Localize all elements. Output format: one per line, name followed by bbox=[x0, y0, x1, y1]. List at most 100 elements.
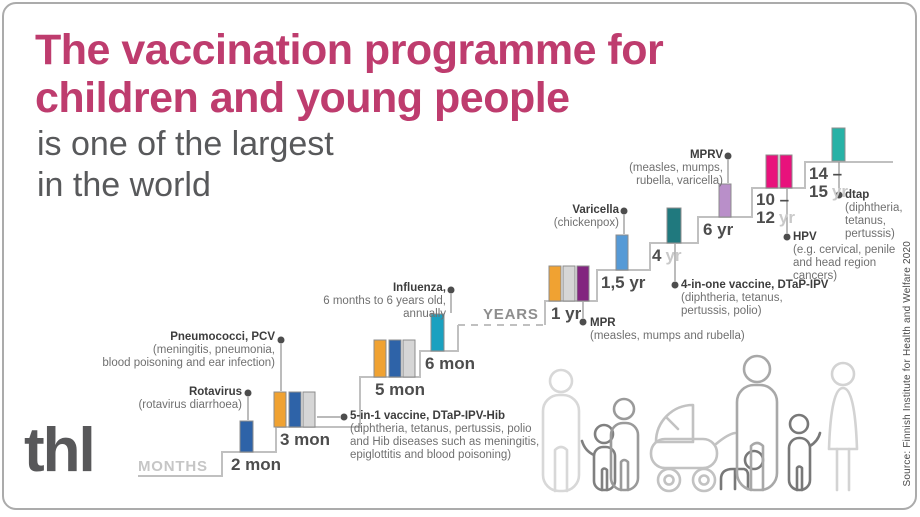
bar-14-15yr-dtap bbox=[831, 127, 846, 162]
step-label-6mon: 6 mon bbox=[425, 354, 476, 373]
vaccine-name: HPV bbox=[793, 231, 817, 243]
annotation-four-in-one: 4-in-one vaccine, DTaP-IPV (diphtheria, … bbox=[681, 279, 861, 318]
step-label-10-12yr: 10 – 12 yr bbox=[756, 191, 795, 227]
dot-mprv bbox=[724, 152, 732, 160]
vaccine-name: MPRV bbox=[689, 149, 723, 161]
annotation-rotavirus: Rotavirus (rotavirus diarrhoea) bbox=[92, 386, 242, 412]
vaccine-detail: (meningitis, pneumonia, blood poisoning … bbox=[102, 344, 275, 369]
infographic-card bbox=[2, 2, 917, 510]
annotation-pneumococci: Pneumococci, PCV (meningitis, pneumonia,… bbox=[65, 331, 275, 370]
step-label-6yr: 6 yr bbox=[703, 220, 734, 239]
bar-5mon-pcv bbox=[373, 339, 387, 378]
subtitle-line-2: in the world bbox=[37, 166, 211, 204]
adult-figure-2 bbox=[735, 354, 779, 492]
vaccine-name: MPR bbox=[590, 317, 616, 329]
step-label-5mon: 5 mon bbox=[375, 380, 426, 399]
step-label-14-15yr: 14 – 15 yr bbox=[809, 165, 848, 201]
title-line-2: children and young people bbox=[35, 74, 570, 122]
bar-1-5yr-varicella bbox=[615, 234, 629, 271]
vaccine-detail: (diphtheria, tetanus, pertussis, polio a… bbox=[350, 423, 540, 461]
dot-hpv bbox=[783, 233, 791, 241]
bar-5mon-rotavirus bbox=[388, 339, 402, 378]
vaccine-name: 5-in-1 vaccine, DTaP-IPV-Hib bbox=[350, 410, 506, 422]
source-note: Source: Finnish Institute for Health and… bbox=[902, 241, 913, 487]
annotation-hpv: HPV (e.g. cervical, penile and head regi… bbox=[793, 231, 913, 283]
bar-1yr-pcv bbox=[548, 265, 562, 302]
bar-3mon-pcv bbox=[273, 391, 287, 428]
step-label-1yr: 1 yr bbox=[551, 304, 582, 323]
adult-figure-3 bbox=[827, 361, 859, 492]
dot-five-in-one bbox=[340, 413, 348, 421]
step-label-14-15yr-number: 15 bbox=[809, 182, 828, 201]
dot-mpr bbox=[579, 318, 587, 326]
dot-dtap bbox=[835, 191, 843, 199]
vaccine-name: Pneumococci, PCV bbox=[170, 331, 275, 343]
vaccine-name: dtap bbox=[845, 189, 870, 201]
step-label-2mon: 2 mon bbox=[231, 455, 282, 474]
step-label-1-5yr: 1,5 yr bbox=[601, 273, 646, 292]
dot-varicella bbox=[620, 207, 628, 215]
bar-3mon-rotavirus bbox=[288, 391, 302, 428]
pram-icon bbox=[649, 403, 737, 493]
adult-figure-1 bbox=[541, 368, 581, 493]
bar-6yr-mprv bbox=[718, 183, 732, 218]
bar-2mon-rotavirus bbox=[239, 420, 254, 453]
vaccine-detail: (diphtheria, tetanus, pertussis) bbox=[845, 202, 903, 240]
annotation-varicella: Varicella (chickenpox) bbox=[509, 204, 619, 230]
bar-5mon-five-in-one bbox=[402, 339, 416, 378]
vaccine-detail: (rotavirus diarrhoea) bbox=[138, 399, 242, 411]
vaccine-detail: (e.g. cervical, penile and head region c… bbox=[793, 244, 896, 282]
bar-10-12yr-hpv-1 bbox=[765, 154, 779, 189]
annotation-mpr: MPR (measles, mumps and rubella) bbox=[590, 317, 760, 343]
child-figure-2 bbox=[609, 397, 640, 492]
bar-1yr-gray bbox=[562, 265, 576, 302]
vaccine-detail: (diphtheria, tetanus, pertussis, polio) bbox=[681, 292, 783, 317]
dot-pneumococci bbox=[277, 336, 285, 344]
vaccine-name: 4-in-one vaccine, DTaP-IPV bbox=[681, 279, 829, 291]
step-label-3mon: 3 mon bbox=[280, 430, 331, 449]
vaccine-name: Varicella bbox=[572, 204, 619, 216]
step-label-10-12yr-unit: yr bbox=[778, 208, 795, 227]
vaccine-detail: 6 months to 6 years old, annually bbox=[323, 295, 446, 320]
vaccine-bars bbox=[239, 127, 846, 453]
child-figure-3 bbox=[787, 413, 822, 492]
page-subtitle: is one of the largest in the world bbox=[37, 124, 334, 206]
bar-6mon-influenza bbox=[430, 313, 445, 352]
bar-1yr-mpr bbox=[576, 265, 590, 302]
annotation-mprv: MPRV (measles, mumps, rubella, varicella… bbox=[603, 149, 723, 188]
annotation-five-in-one: 5-in-1 vaccine, DTaP-IPV-Hib (diphtheria… bbox=[350, 410, 560, 462]
subtitle-line-1: is one of the largest bbox=[37, 125, 334, 163]
bar-10-12yr-hpv-2 bbox=[779, 154, 793, 189]
step-label-14-15yr-unit: yr bbox=[831, 182, 848, 201]
vaccine-detail: (measles, mumps and rubella) bbox=[590, 330, 745, 342]
step-label-10-12yr-number: 12 bbox=[756, 208, 775, 227]
connector-dots bbox=[244, 152, 843, 421]
vaccine-detail: (measles, mumps, rubella, varicella) bbox=[629, 162, 723, 187]
bar-3mon-five-in-one bbox=[302, 391, 316, 428]
step-label-10-12yr-line1: 10 – bbox=[756, 190, 790, 209]
step-label-14-15yr-line1: 14 – bbox=[809, 164, 843, 183]
vaccine-name: Rotavirus bbox=[188, 386, 242, 398]
step-label-4yr: 4 yr bbox=[652, 247, 682, 265]
connector-lines bbox=[247, 160, 840, 420]
axis-label-years: YEARS bbox=[483, 306, 539, 323]
annotation-dtap: dtap (diphtheria, tetanus, pertussis) bbox=[845, 189, 915, 241]
vaccine-detail: (chickenpox) bbox=[553, 217, 619, 229]
annotation-influenza: Influenza, 6 months to 6 years old, annu… bbox=[306, 282, 446, 321]
axis-label-months: MONTHS bbox=[138, 458, 208, 475]
dot-rotavirus bbox=[244, 389, 252, 397]
dot-four-in-one bbox=[671, 281, 679, 289]
step-label-4yr-number: 4 bbox=[652, 246, 662, 265]
page-title: The vaccination programme for children a… bbox=[35, 26, 664, 122]
thl-logo: thl bbox=[24, 416, 96, 485]
bar-4yr-four-in-one bbox=[666, 207, 682, 244]
vaccine-name: Influenza, bbox=[392, 282, 446, 294]
dot-influenza bbox=[447, 286, 455, 294]
title-line-1: The vaccination programme for bbox=[35, 26, 664, 74]
child-figure-1 bbox=[580, 423, 617, 492]
step-label-4yr-unit: yr bbox=[665, 246, 682, 265]
staircase-line-years bbox=[544, 161, 893, 325]
family-illustration bbox=[541, 354, 859, 493]
